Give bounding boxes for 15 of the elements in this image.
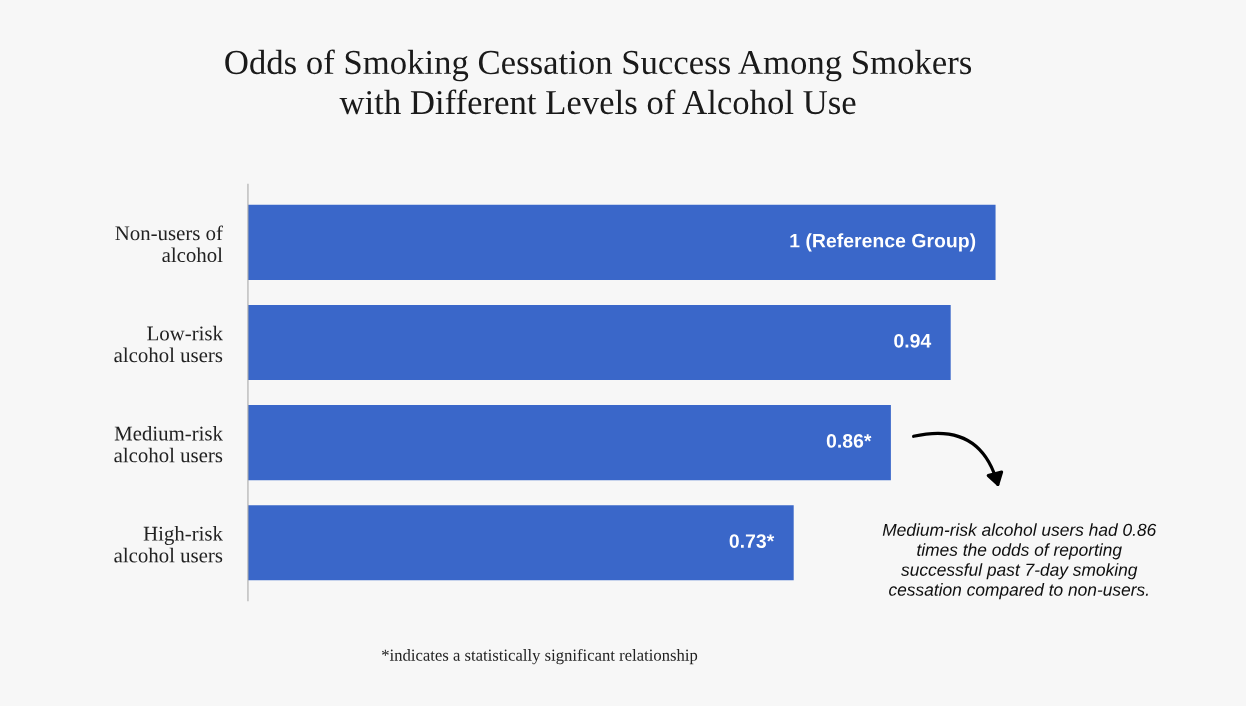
y-tick-label: Non-users of alcohol bbox=[115, 225, 223, 263]
data-label: 0.94 bbox=[894, 333, 932, 348]
annotation: Medium-risk alcohol users had 0.86 times the odds of reporting successful past 7-day smoking cessation compared to non-users. bbox=[882, 523, 1157, 600]
data-label: 0.73* bbox=[729, 534, 775, 548]
y-tick-label: Low-risk alcohol users bbox=[114, 325, 223, 363]
bar bbox=[247, 204, 996, 280]
y-tick-label: Medium-risk alcohol users bbox=[114, 425, 223, 463]
chart-title: Odds of Smoking Cessation Success Among Smokers with Different Levels of Alcohol Use bbox=[225, 49, 972, 115]
bar bbox=[247, 304, 951, 381]
bar bbox=[247, 405, 891, 481]
data-label: 0.86* bbox=[826, 434, 872, 448]
data-label: 1 (Reference Group) bbox=[790, 233, 976, 252]
text: *indicates a statistically significant relationship bbox=[382, 648, 698, 665]
bar bbox=[247, 505, 794, 581]
y-tick-label: High-risk alcohol users bbox=[114, 526, 223, 563]
